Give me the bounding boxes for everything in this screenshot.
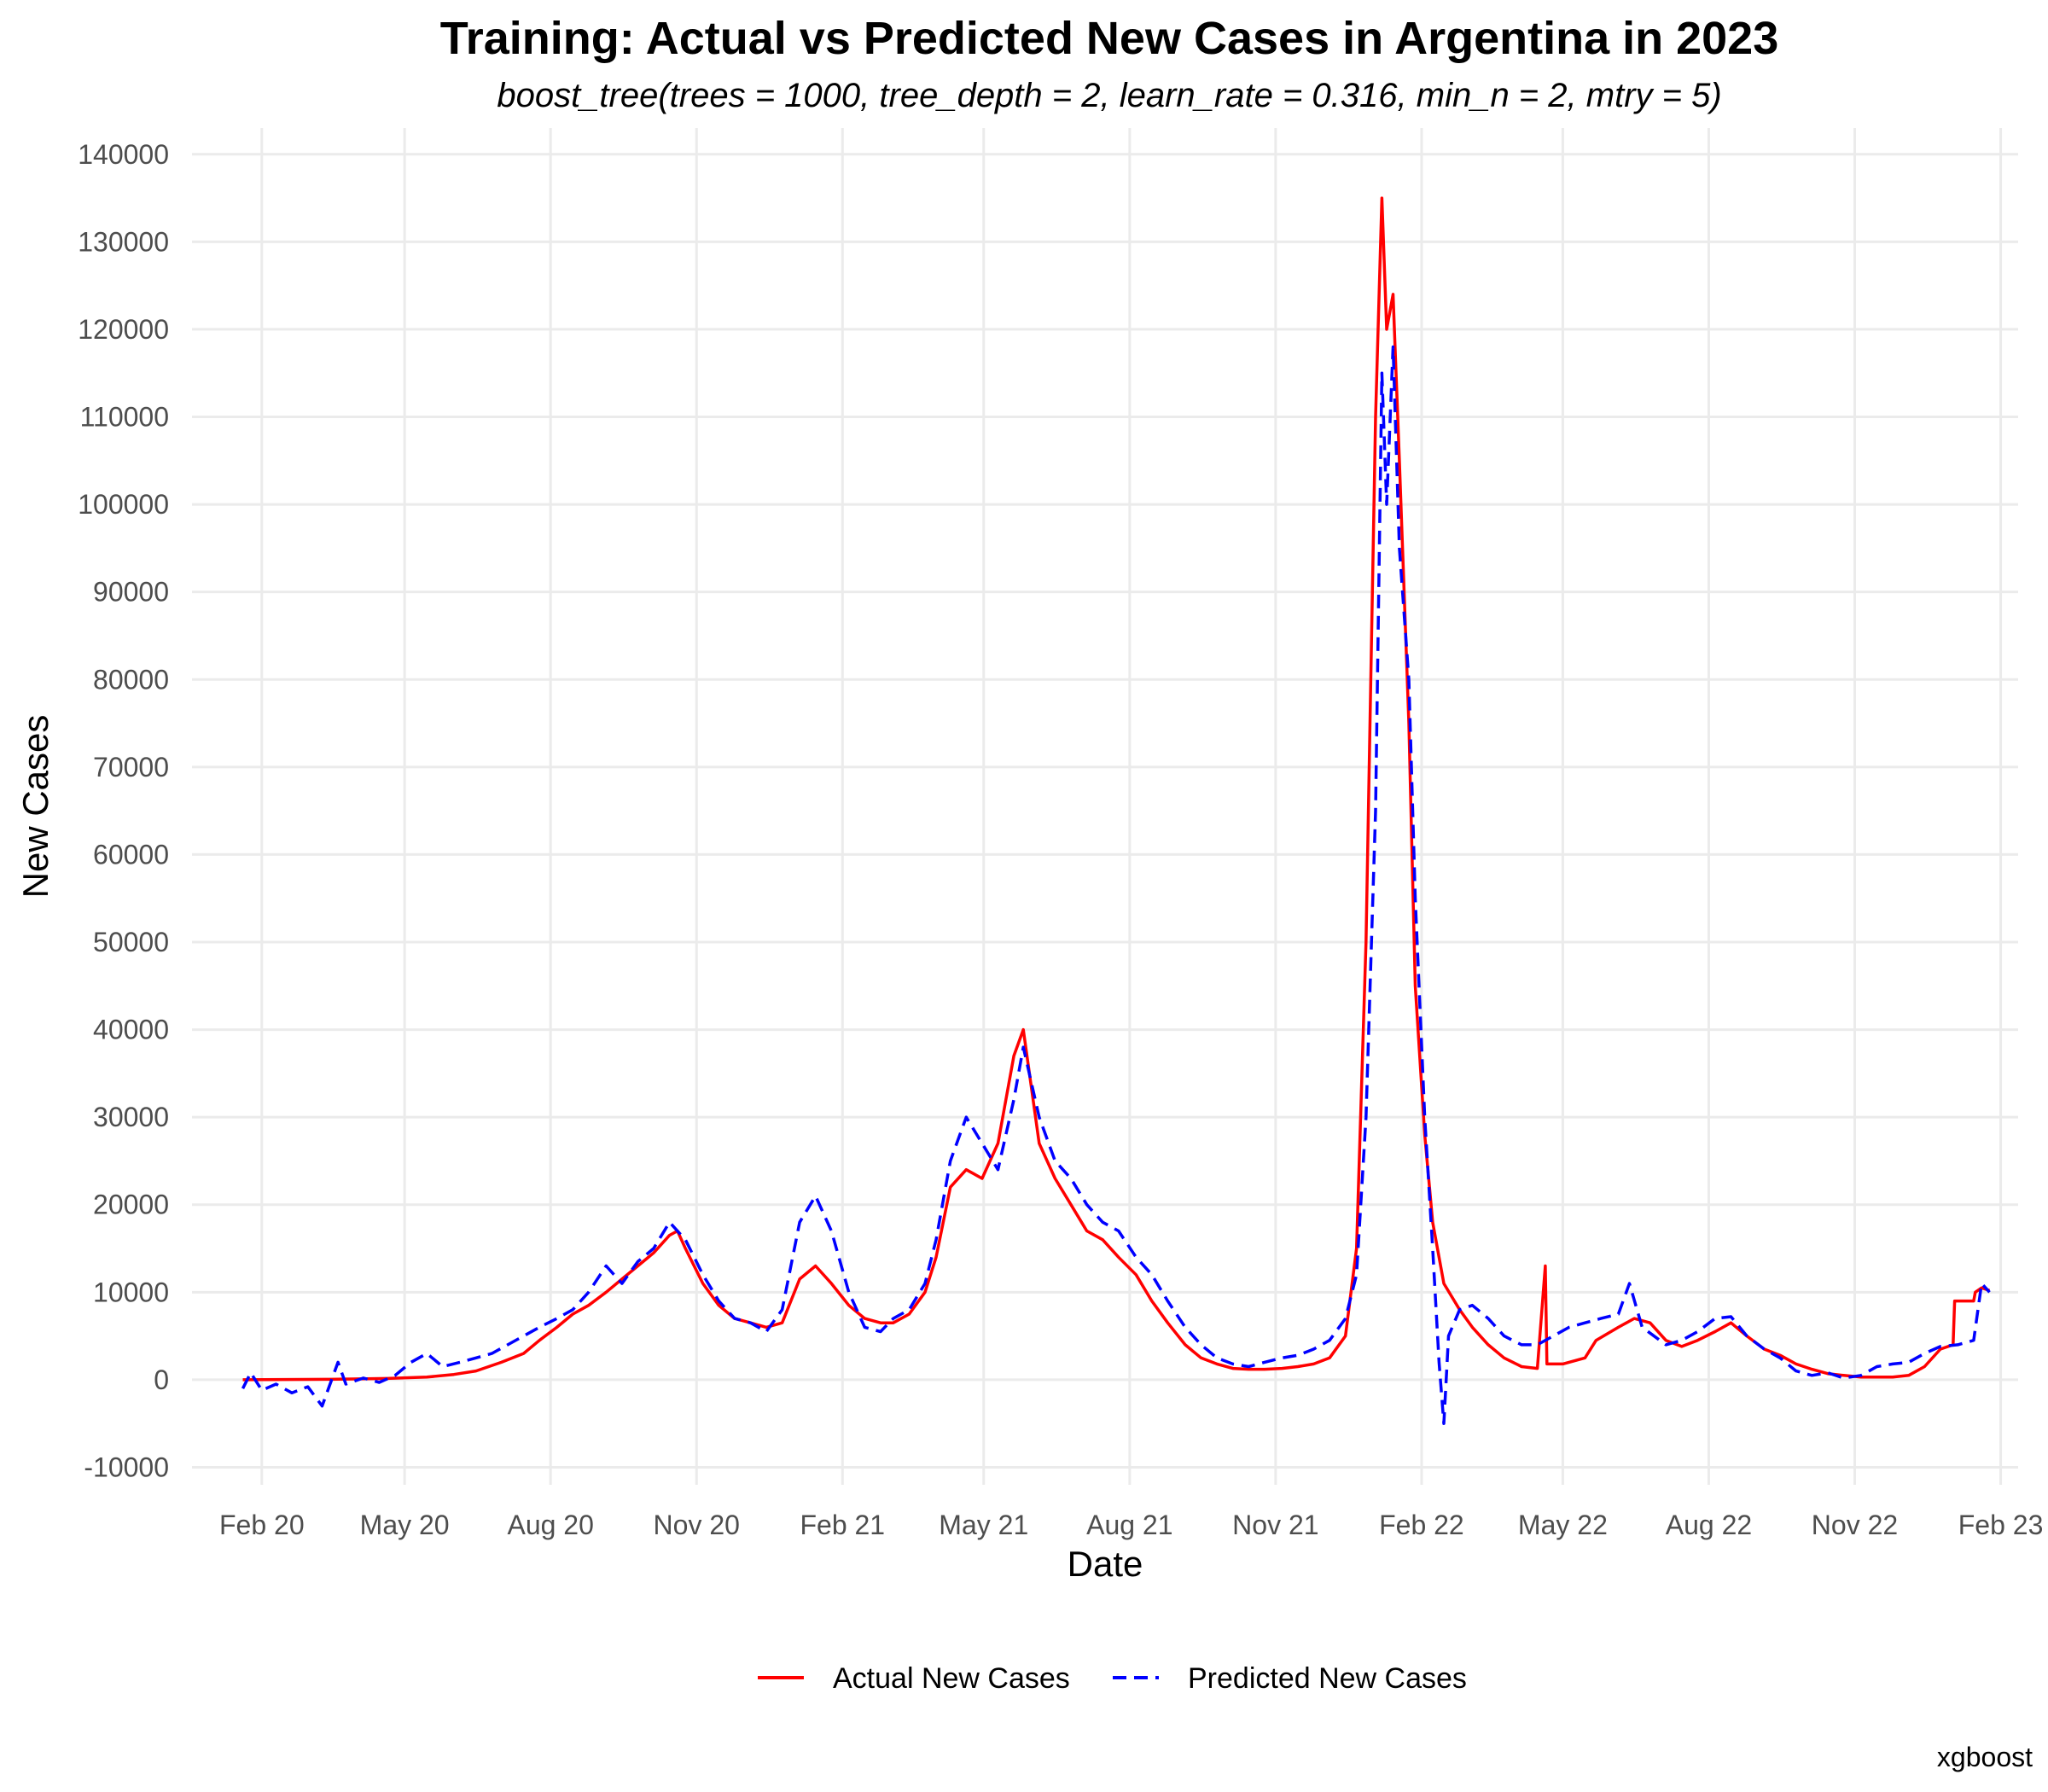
y-tick-label: 130000 bbox=[78, 226, 169, 257]
x-tick-label: May 21 bbox=[939, 1510, 1028, 1540]
gridlines bbox=[192, 128, 2018, 1485]
legend-label-predicted: Predicted New Cases bbox=[1188, 1662, 1467, 1695]
x-tick-label: Nov 22 bbox=[1812, 1510, 1898, 1540]
y-tick-label: 50000 bbox=[93, 927, 169, 957]
plot-area bbox=[241, 196, 1991, 1425]
x-tick-label: Aug 22 bbox=[1666, 1510, 1752, 1540]
y-tick-label: 90000 bbox=[93, 577, 169, 608]
chart-title: Training: Actual vs Predicted New Cases … bbox=[439, 13, 1779, 64]
y-axis-title: New Cases bbox=[15, 715, 55, 899]
y-axis-ticks: -10000 0 10000 20000 30000 40000 50000 60000 700… bbox=[78, 139, 169, 1483]
y-tick-label: 110000 bbox=[80, 402, 169, 433]
y-tick-label: 80000 bbox=[93, 664, 169, 695]
y-tick-label: 140000 bbox=[78, 139, 169, 170]
y-tick-label: 40000 bbox=[93, 1015, 169, 1045]
y-tick-label: 60000 bbox=[93, 839, 169, 870]
x-tick-label: May 22 bbox=[1518, 1510, 1608, 1540]
x-tick-label: Aug 20 bbox=[507, 1510, 593, 1540]
x-tick-label: May 20 bbox=[360, 1510, 450, 1540]
x-tick-label: Feb 23 bbox=[1958, 1510, 2044, 1540]
series-line-predicted bbox=[241, 345, 1991, 1425]
chart-caption: xgboost bbox=[1937, 1742, 2033, 1772]
y-tick-label: 100000 bbox=[78, 489, 169, 520]
y-tick-label: 10000 bbox=[93, 1277, 169, 1307]
x-tick-label: Feb 21 bbox=[800, 1510, 885, 1540]
chart-subtitle: boost_tree(trees = 1000, tree_depth = 2,… bbox=[497, 77, 1722, 114]
y-tick-label: 20000 bbox=[93, 1190, 169, 1220]
y-tick-label: 30000 bbox=[93, 1102, 169, 1132]
y-tick-label: 70000 bbox=[93, 752, 169, 783]
x-axis-title: Date bbox=[1068, 1544, 1143, 1584]
y-tick-label: 120000 bbox=[78, 314, 169, 345]
x-tick-label: Aug 21 bbox=[1086, 1510, 1172, 1540]
y-tick-label: 0 bbox=[154, 1364, 169, 1395]
legend-label-actual: Actual New Cases bbox=[833, 1662, 1070, 1695]
legend: Actual New Cases Predicted New Cases bbox=[758, 1662, 1467, 1695]
series-line-actual bbox=[242, 196, 1991, 1382]
x-tick-label: Feb 22 bbox=[1379, 1510, 1464, 1540]
x-tick-label: Feb 20 bbox=[219, 1510, 305, 1540]
x-tick-label: Nov 20 bbox=[654, 1510, 740, 1540]
y-tick-label: -10000 bbox=[84, 1452, 169, 1482]
x-tick-label: Nov 21 bbox=[1232, 1510, 1318, 1540]
x-axis-ticks: Feb 20 May 20 Aug 20 Nov 20 Feb 21 May 21 Aug … bbox=[219, 1510, 2043, 1540]
